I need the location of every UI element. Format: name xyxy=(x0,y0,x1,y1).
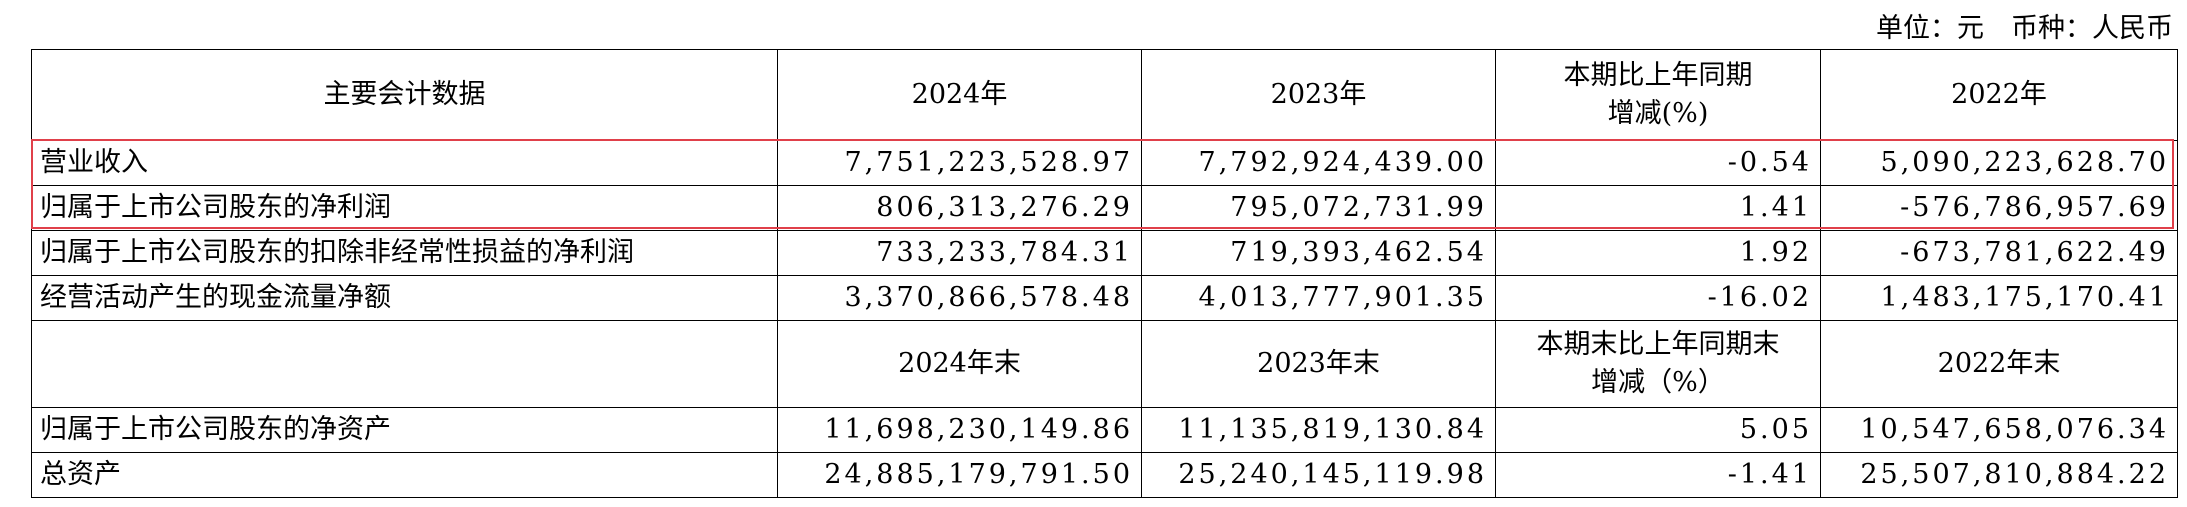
value-cell: 1,483,175,170.41 xyxy=(1820,275,2178,321)
value-cell: 4,013,777,901.35 xyxy=(1141,275,1496,321)
value-cell: -16.02 xyxy=(1495,275,1821,321)
row-label: 归属于上市公司股东的净资产 xyxy=(31,407,778,453)
value-cell: -0.54 xyxy=(1495,140,1821,186)
value-cell: 24,885,179,791.50 xyxy=(777,452,1142,498)
table-row: 归属于上市公司股东的扣除非经常性损益的净利润 733,233,784.31 719,… xyxy=(31,230,2178,276)
table-row: 营业收入 7,751,223,528.97 7,792,924,439.00 -0.5… xyxy=(31,140,2178,186)
value-cell: 10,547,658,076.34 xyxy=(1820,407,2178,453)
table-row: 主要会计数据 2024年 2023年 本期比上年同期 增减(%) 2022年 xyxy=(31,49,2178,141)
value-cell: -673,781,622.49 xyxy=(1820,230,2178,276)
table-body: 主要会计数据 2024年 2023年 本期比上年同期 增减(%) 2022年 营业收入 7,… xyxy=(31,49,2178,498)
row-label: 经营活动产生的现金流量净额 xyxy=(31,275,778,321)
value-cell: 5,090,223,628.70 xyxy=(1820,140,2178,186)
value-cell: 3,370,866,578.48 xyxy=(777,275,1142,321)
table-row: 总资产 24,885,179,791.50 25,240,145,119.98 -1.… xyxy=(31,452,2178,498)
value-cell: 5.05 xyxy=(1495,407,1821,453)
header-cell: 2024年末 xyxy=(777,320,1142,408)
value-cell: 795,072,731.99 xyxy=(1141,185,1496,231)
header-cell: 本期末比上年同期末 增减（%） xyxy=(1495,320,1821,408)
table-row: 归属于上市公司股东的净资产 11,698,230,149.86 11,135,819… xyxy=(31,407,2178,453)
header-cell xyxy=(31,320,778,408)
value-cell: 7,792,924,439.00 xyxy=(1141,140,1496,186)
value-cell: 1.41 xyxy=(1495,185,1821,231)
row-label: 归属于上市公司股东的净利润 xyxy=(31,185,778,231)
value-cell: 11,698,230,149.86 xyxy=(777,407,1142,453)
value-cell: 1.92 xyxy=(1495,230,1821,276)
value-cell: 25,507,810,884.22 xyxy=(1820,452,2178,498)
header-cell: 2024年 xyxy=(777,49,1142,141)
table-row: 归属于上市公司股东的净利润 806,313,276.29 795,072,731.9… xyxy=(31,185,2178,231)
row-label: 归属于上市公司股东的扣除非经常性损益的净利润 xyxy=(31,230,778,276)
value-cell: 11,135,819,130.84 xyxy=(1141,407,1496,453)
value-cell: 806,313,276.29 xyxy=(777,185,1142,231)
value-cell: -576,786,957.69 xyxy=(1820,185,2178,231)
header-cell: 本期比上年同期 增减(%) xyxy=(1495,49,1821,141)
value-cell: 719,393,462.54 xyxy=(1141,230,1496,276)
unit-note: 单位：元 币种：人民币 xyxy=(1876,13,2173,44)
header-cell: 2022年末 xyxy=(1820,320,2178,408)
header-cell: 2023年末 xyxy=(1141,320,1496,408)
value-cell: -1.41 xyxy=(1495,452,1821,498)
value-cell: 25,240,145,119.98 xyxy=(1141,452,1496,498)
financial-table: 主要会计数据 2024年 2023年 本期比上年同期 增减(%) 2022年 营业收入 7,… xyxy=(31,49,2178,498)
value-cell: 7,751,223,528.97 xyxy=(777,140,1142,186)
row-label: 营业收入 xyxy=(31,140,778,186)
row-label: 总资产 xyxy=(31,452,778,498)
value-cell: 733,233,784.31 xyxy=(777,230,1142,276)
header-cell: 2022年 xyxy=(1820,49,2178,141)
table-row: 经营活动产生的现金流量净额 3,370,866,578.48 4,013,777,9… xyxy=(31,275,2178,321)
table-row: 2024年末 2023年末 本期末比上年同期末 增减（%） 2022年末 xyxy=(31,320,2178,408)
header-cell: 主要会计数据 xyxy=(31,49,778,141)
header-cell: 2023年 xyxy=(1141,49,1496,141)
